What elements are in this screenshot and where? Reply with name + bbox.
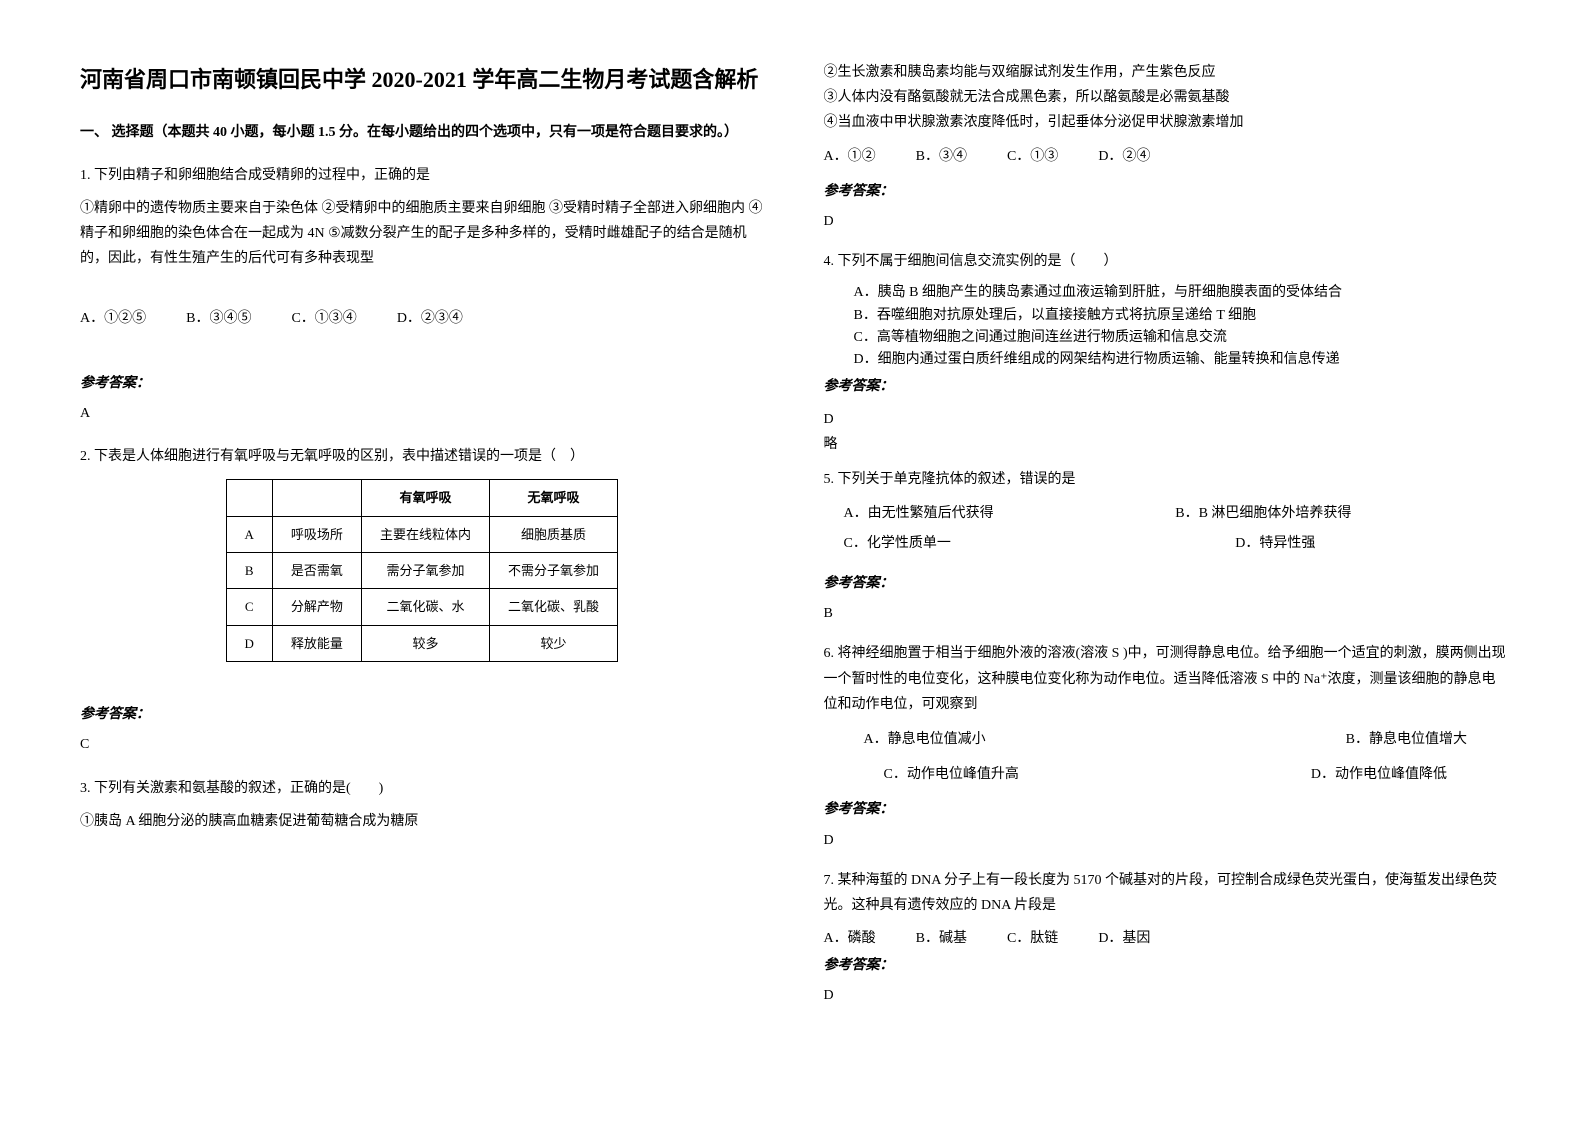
q1-body: ①精卵中的遗传物质主要来自于染色体 ②受精卵中的细胞质主要来自卵细胞 ③受精时精… bbox=[80, 196, 764, 272]
question-3-continued: ②生长激素和胰岛素均能与双缩脲试剂发生作用，产生紫色反应 ③人体内没有酪氨酸就无… bbox=[824, 60, 1508, 234]
right-column: ②生长激素和胰岛素均能与双缩脲试剂发生作用，产生紫色反应 ③人体内没有酪氨酸就无… bbox=[794, 60, 1538, 1062]
q3-opt-a: A．①② bbox=[824, 144, 876, 169]
q6-opt-c: C．动作电位峰值升高 bbox=[884, 762, 1019, 787]
q3-line1: ①胰岛 A 细胞分泌的胰高血糖素促进葡萄糖合成为糖原 bbox=[80, 809, 764, 834]
table-cell: 二氧化碳、水 bbox=[361, 589, 489, 625]
question-7: 7. 某种海蜇的 DNA 分子上有一段长度为 5170 个碱基对的片段，可控制合… bbox=[824, 868, 1508, 1009]
q2-table: 有氧呼吸 无氧呼吸 A呼吸场所主要在线粒体内细胞质基质B是否需氧需分子氧参加不需… bbox=[226, 479, 618, 662]
q7-answer-label: 参考答案： bbox=[824, 953, 1508, 978]
q3-answer-label: 参考答案： bbox=[824, 179, 1508, 204]
table-row: C分解产物二氧化碳、水二氧化碳、乳酸 bbox=[226, 589, 617, 625]
q5-stem: 5. 下列关于单克隆抗体的叙述，错误的是 bbox=[824, 467, 1508, 492]
q5-opt-d: D．特异性强 bbox=[1175, 531, 1507, 556]
q7-opt-d: D．基因 bbox=[1098, 926, 1150, 951]
q1-answer-label: 参考答案： bbox=[80, 371, 764, 396]
q2-stem: 2. 下表是人体细胞进行有氧呼吸与无氧呼吸的区别，表中描述错误的一项是（ ） bbox=[80, 444, 764, 469]
q3-answer: D bbox=[824, 209, 1508, 234]
q5-opt-c: C．化学性质单一 bbox=[844, 531, 1176, 556]
q1-answer: A bbox=[80, 401, 764, 426]
q6-opt-a: A．静息电位值减小 bbox=[864, 727, 986, 752]
q3-line4: ④当血液中甲状腺激素浓度降低时，引起垂体分泌促甲状腺激素增加 bbox=[824, 110, 1508, 135]
table-cell: 分解产物 bbox=[272, 589, 361, 625]
question-6: 6. 将神经细胞置于相当于细胞外液的溶液(溶液 S )中，可测得静息电位。给予细… bbox=[824, 641, 1508, 852]
q3-options: A．①② B．③④ C．①③ D．②④ bbox=[824, 144, 1508, 169]
q1-opt-c: C．①③④ bbox=[291, 306, 356, 331]
question-4: 4. 下列不属于细胞间信息交流实例的是（ ） A．胰岛 B 细胞产生的胰岛素通过… bbox=[824, 249, 1508, 457]
table-row: A呼吸场所主要在线粒体内细胞质基质 bbox=[226, 516, 617, 552]
left-column: 河南省周口市南顿镇回民中学 2020-2021 学年高二生物月考试题含解析 一、… bbox=[50, 60, 794, 1062]
table-cell: 二氧化碳、乳酸 bbox=[489, 589, 617, 625]
table-cell: D bbox=[226, 625, 272, 661]
table-cell: 细胞质基质 bbox=[489, 516, 617, 552]
q7-options: A．磷酸 B．碱基 C．肽链 D．基因 bbox=[824, 926, 1508, 951]
table-cell: B bbox=[226, 553, 272, 589]
q3-line3: ③人体内没有酪氨酸就无法合成黑色素，所以酪氨酸是必需氨基酸 bbox=[824, 85, 1508, 110]
q1-stem: 1. 下列由精子和卵细胞结合成受精卵的过程中，正确的是 bbox=[80, 163, 764, 188]
q4-answer-label: 参考答案： bbox=[824, 374, 1508, 399]
q7-opt-b: B．碱基 bbox=[916, 926, 967, 951]
q5-options: A．由无性繁殖后代获得 B．B 淋巴细胞体外培养获得 C．化学性质单一 D．特异… bbox=[844, 501, 1508, 561]
table-header-row: 有氧呼吸 无氧呼吸 bbox=[226, 480, 617, 516]
q3-opt-d: D．②④ bbox=[1098, 144, 1150, 169]
q5-opt-b: B．B 淋巴细胞体外培养获得 bbox=[1175, 501, 1507, 526]
q4-answer: D bbox=[824, 407, 1508, 432]
q6-options-row2: C．动作电位峰值升高 D．动作电位峰值降低 bbox=[824, 762, 1508, 787]
q1-opt-a: A．①②⑤ bbox=[80, 306, 146, 331]
q5-opt-a: A．由无性繁殖后代获得 bbox=[844, 501, 1176, 526]
section-header: 一、 选择题（本题共 40 小题，每小题 1.5 分。在每小题给出的四个选项中，… bbox=[80, 120, 764, 145]
question-3-start: 3. 下列有关激素和氨基酸的叙述，正确的是( ) ①胰岛 A 细胞分泌的胰高血糖… bbox=[80, 776, 764, 834]
question-1: 1. 下列由精子和卵细胞结合成受精卵的过程中，正确的是 ①精卵中的遗传物质主要来… bbox=[80, 163, 764, 426]
q3-stem: 3. 下列有关激素和氨基酸的叙述，正确的是( ) bbox=[80, 776, 764, 801]
q4-options: A．胰岛 B 细胞产生的胰岛素通过血液运输到肝脏，与肝细胞膜表面的受体结合 B．… bbox=[854, 282, 1508, 372]
th: 有氧呼吸 bbox=[361, 480, 489, 516]
q4-note: 略 bbox=[824, 432, 1508, 457]
q4-opt-b: B．吞噬细胞对抗原处理后，以直接接触方式将抗原呈递给 T 细胞 bbox=[854, 305, 1508, 327]
q1-opt-b: B．③④⑤ bbox=[186, 306, 251, 331]
q6-options-row1: A．静息电位值减小 B．静息电位值增大 bbox=[824, 727, 1508, 752]
q3-line2: ②生长激素和胰岛素均能与双缩脲试剂发生作用，产生紫色反应 bbox=[824, 60, 1508, 85]
table-row: D释放能量较多较少 bbox=[226, 625, 617, 661]
q7-opt-c: C．肽链 bbox=[1007, 926, 1058, 951]
q4-opt-a: A．胰岛 B 细胞产生的胰岛素通过血液运输到肝脏，与肝细胞膜表面的受体结合 bbox=[854, 282, 1508, 304]
table-cell: 释放能量 bbox=[272, 625, 361, 661]
q4-stem: 4. 下列不属于细胞间信息交流实例的是（ ） bbox=[824, 249, 1508, 274]
question-5: 5. 下列关于单克隆抗体的叙述，错误的是 A．由无性繁殖后代获得 B．B 淋巴细… bbox=[824, 467, 1508, 626]
q1-opt-d: D．②③④ bbox=[397, 306, 463, 331]
q7-stem: 7. 某种海蜇的 DNA 分子上有一段长度为 5170 个碱基对的片段，可控制合… bbox=[824, 868, 1508, 918]
table-cell: 主要在线粒体内 bbox=[361, 516, 489, 552]
q5-answer-label: 参考答案： bbox=[824, 571, 1508, 596]
q5-answer: B bbox=[824, 601, 1508, 626]
q6-answer-label: 参考答案： bbox=[824, 797, 1508, 822]
q6-opt-d: D．动作电位峰值降低 bbox=[1311, 762, 1447, 787]
th: 无氧呼吸 bbox=[489, 480, 617, 516]
table-cell: C bbox=[226, 589, 272, 625]
q6-opt-b: B．静息电位值增大 bbox=[1346, 727, 1467, 752]
q7-answer: D bbox=[824, 983, 1508, 1008]
q7-opt-a: A．磷酸 bbox=[824, 926, 876, 951]
q4-opt-d: D．细胞内通过蛋白质纤维组成的网架结构进行物质运输、能量转换和信息传递 bbox=[854, 349, 1508, 371]
table-cell: 是否需氧 bbox=[272, 553, 361, 589]
q2-answer: C bbox=[80, 732, 764, 757]
table-cell: 需分子氧参加 bbox=[361, 553, 489, 589]
q3-opt-b: B．③④ bbox=[916, 144, 967, 169]
q1-options: A．①②⑤ B．③④⑤ C．①③④ D．②③④ bbox=[80, 306, 764, 331]
table-cell: 较少 bbox=[489, 625, 617, 661]
th bbox=[272, 480, 361, 516]
document-title: 河南省周口市南顿镇回民中学 2020-2021 学年高二生物月考试题含解析 bbox=[80, 60, 764, 100]
table-row: B是否需氧需分子氧参加不需分子氧参加 bbox=[226, 553, 617, 589]
table-cell: 不需分子氧参加 bbox=[489, 553, 617, 589]
question-2: 2. 下表是人体细胞进行有氧呼吸与无氧呼吸的区别，表中描述错误的一项是（ ） 有… bbox=[80, 444, 764, 758]
th bbox=[226, 480, 272, 516]
table-cell: 较多 bbox=[361, 625, 489, 661]
q3-opt-c: C．①③ bbox=[1007, 144, 1058, 169]
table-cell: A bbox=[226, 516, 272, 552]
q2-answer-label: 参考答案： bbox=[80, 702, 764, 727]
q6-stem: 6. 将神经细胞置于相当于细胞外液的溶液(溶液 S )中，可测得静息电位。给予细… bbox=[824, 641, 1508, 717]
q4-opt-c: C．高等植物细胞之间通过胞间连丝进行物质运输和信息交流 bbox=[854, 327, 1508, 349]
q6-answer: D bbox=[824, 828, 1508, 853]
table-cell: 呼吸场所 bbox=[272, 516, 361, 552]
